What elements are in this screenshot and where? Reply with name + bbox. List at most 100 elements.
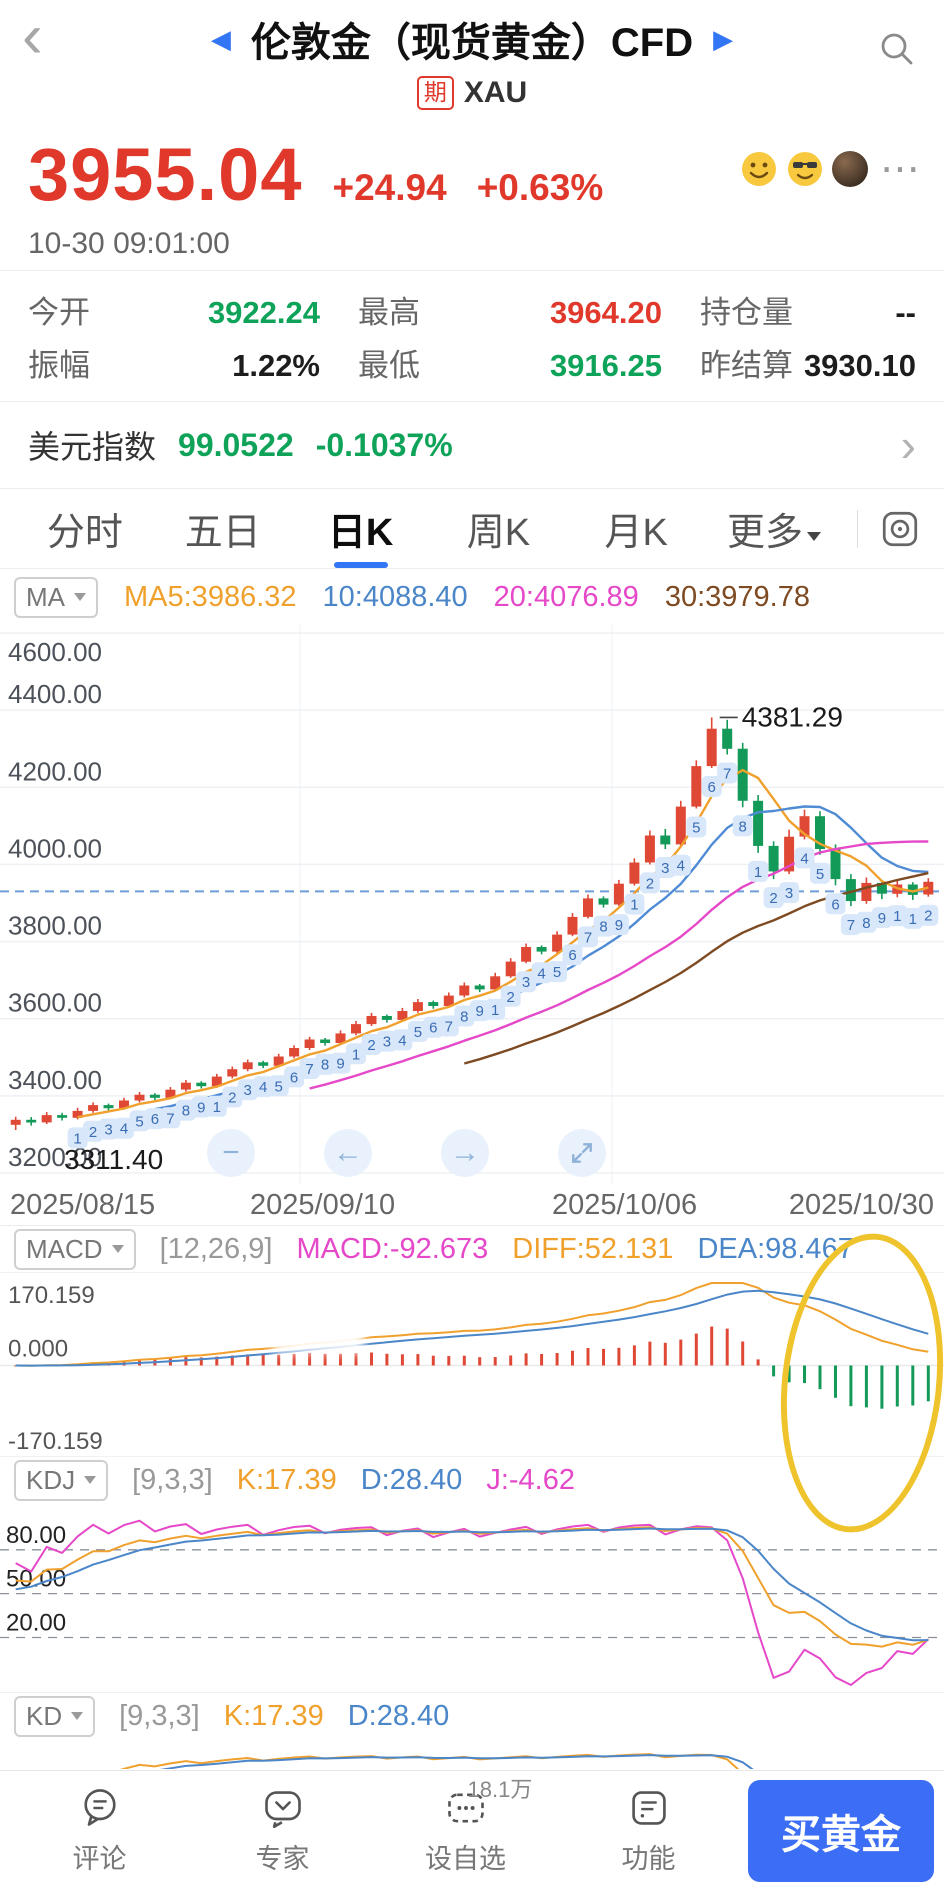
svg-text:4: 4 — [398, 1032, 406, 1049]
svg-text:8: 8 — [321, 1057, 329, 1074]
svg-text:8: 8 — [460, 1009, 468, 1026]
tab-daily-k[interactable]: 日K — [292, 489, 430, 568]
watchlist-count-badge: 18.1万 — [467, 1776, 533, 1802]
svg-text:9: 9 — [615, 917, 623, 934]
zoom-out-button[interactable]: − — [207, 1129, 255, 1177]
tab-more[interactable]: 更多 — [705, 489, 843, 568]
stat-low: 最低 3916.25 — [358, 348, 662, 383]
divider — [0, 270, 944, 271]
nav-comments[interactable]: 评论 — [8, 1786, 191, 1876]
macd-chart[interactable]: 170.159 0.000 -170.159 — [0, 1225, 944, 1541]
bottom-nav: 评论 专家 18.1万 设自选 功能 买黄金 — [0, 1770, 944, 1890]
kd-canvas[interactable] — [0, 1739, 944, 1769]
svg-text:3: 3 — [661, 860, 669, 877]
x-label: 2025/08/15 — [10, 1189, 156, 1221]
candlestick-canvas[interactable]: 4600.00 4400.00 4200.00 4000.00 3800.00 3600.… — [0, 625, 944, 1185]
svg-text:5: 5 — [414, 1024, 422, 1041]
svg-text:6: 6 — [429, 1020, 437, 1037]
svg-text:7: 7 — [445, 1019, 453, 1036]
kd-chart[interactable] — [0, 1739, 944, 1769]
functions-icon — [631, 1790, 666, 1825]
svg-text:9: 9 — [878, 910, 886, 927]
svg-text:3400.00: 3400.00 — [8, 1065, 102, 1095]
chevron-down-icon — [84, 1476, 97, 1484]
kdj-header: KDJ [9,3,3] K:17.39 D:28.40 J:-4.62 — [0, 1457, 944, 1503]
tab-monthly-k[interactable]: 月K — [604, 512, 668, 554]
nav-functions[interactable]: 功能 — [557, 1786, 740, 1876]
buy-gold-button[interactable]: 买黄金 — [748, 1779, 934, 1882]
svg-text:4200.00: 4200.00 — [8, 756, 102, 786]
kdj-params: [9,3,3] — [132, 1463, 213, 1496]
svg-text:1: 1 — [754, 864, 762, 881]
kd-selector[interactable]: KD — [14, 1695, 96, 1737]
chevron-right-icon[interactable]: › — [900, 419, 916, 471]
svg-text:5: 5 — [135, 1113, 143, 1130]
quote-timestamp: 10-30 09:01:00 — [28, 227, 230, 260]
ma-selector[interactable]: MA — [14, 576, 98, 618]
nav-add-watchlist[interactable]: 18.1万 设自选 — [374, 1777, 557, 1876]
header: ‹ ◀ 伦敦金（现货黄金）CFD ▶ 期 XAU — [0, 0, 944, 120]
tab-five-day[interactable]: 五日 — [184, 512, 261, 554]
stat-high: 最高 3964.20 — [358, 295, 662, 330]
kd-header: KD [9,3,3] K:17.39 D:28.40 — [0, 1693, 944, 1739]
price-section: 3955.04 +24.94 +0.63% 10-30 09:01:00 ⋯ — [28, 133, 920, 260]
svg-text:4000.00: 4000.00 — [8, 833, 102, 863]
avatar[interactable] — [832, 151, 868, 187]
indicator-settings-icon[interactable] — [872, 508, 928, 550]
last-price: 3955.04 — [28, 133, 303, 216]
ma5-value: MA5:3986.32 — [124, 580, 297, 613]
chart-toolbar: − ← → — [207, 1129, 606, 1177]
divider — [0, 1225, 944, 1226]
svg-text:2: 2 — [924, 908, 932, 925]
next-instrument-icon[interactable]: ▶ — [713, 24, 734, 54]
tab-weekly-k[interactable]: 周K — [466, 512, 531, 554]
candlestick-chart[interactable]: 4600.00 4400.00 4200.00 4000.00 3800.00 3600.… — [0, 625, 944, 1185]
svg-text:9: 9 — [197, 1100, 205, 1117]
svg-text:3: 3 — [383, 1034, 391, 1051]
svg-text:0.000: 0.000 — [8, 1336, 68, 1363]
search-icon[interactable] — [876, 28, 918, 70]
pan-left-button[interactable]: ← — [324, 1129, 372, 1177]
pan-right-button[interactable]: → — [441, 1129, 489, 1177]
macd-value: MACD:-92.673 — [296, 1232, 489, 1265]
tab-timeline[interactable]: 分时 — [46, 512, 123, 554]
svg-text:3: 3 — [785, 885, 793, 902]
svg-text:3200.00: 3200.00 — [8, 1142, 102, 1172]
kdj-selector[interactable]: KDJ — [14, 1459, 109, 1501]
prev-instrument-icon[interactable]: ◀ — [210, 24, 231, 54]
kdj-chart[interactable]: 80.00 50.00 20.00 — [0, 1503, 944, 1693]
macd-selector[interactable]: MACD — [14, 1228, 136, 1270]
svg-text:4400.00: 4400.00 — [8, 679, 102, 709]
ticker-symbol: XAU — [463, 76, 528, 109]
usd-index-row[interactable]: 美元指数 99.0522 -0.1037% › — [0, 402, 944, 488]
fullscreen-button[interactable] — [558, 1129, 606, 1177]
kd-params: [9,3,3] — [119, 1699, 200, 1732]
svg-text:2: 2 — [228, 1090, 236, 1107]
back-button[interactable]: ‹ — [22, 2, 43, 71]
expert-icon — [264, 1790, 301, 1828]
price-change: +24.94 — [332, 167, 447, 208]
nav-experts[interactable]: 专家 — [191, 1786, 374, 1876]
svg-text:4381.29: 4381.29 — [742, 701, 843, 732]
svg-text:6: 6 — [290, 1069, 298, 1086]
svg-text:4: 4 — [677, 858, 685, 875]
ma30-value: 30:3979.78 — [664, 580, 810, 613]
stat-amplitude: 振幅 1.22% — [28, 348, 320, 383]
svg-text:80.00: 80.00 — [6, 1522, 66, 1549]
smiley-emoji-icon[interactable] — [740, 150, 778, 188]
macd-canvas[interactable]: 170.159 0.000 -170.159 — [0, 1273, 944, 1458]
svg-text:2: 2 — [367, 1037, 375, 1054]
svg-text:2: 2 — [769, 890, 777, 907]
price-change-percent: +0.63% — [476, 167, 604, 208]
svg-text:9: 9 — [476, 1003, 484, 1020]
cool-emoji-icon[interactable] — [786, 150, 824, 188]
usd-index-change: -0.1037% — [315, 426, 453, 463]
svg-text:8: 8 — [182, 1103, 190, 1120]
svg-text:1: 1 — [213, 1099, 221, 1116]
kd-d-value: D:28.40 — [347, 1699, 450, 1732]
svg-text:5: 5 — [692, 820, 700, 837]
macd-params: [12,26,9] — [159, 1232, 273, 1265]
svg-text:4: 4 — [120, 1121, 128, 1138]
futures-badge: 期 — [416, 76, 454, 110]
